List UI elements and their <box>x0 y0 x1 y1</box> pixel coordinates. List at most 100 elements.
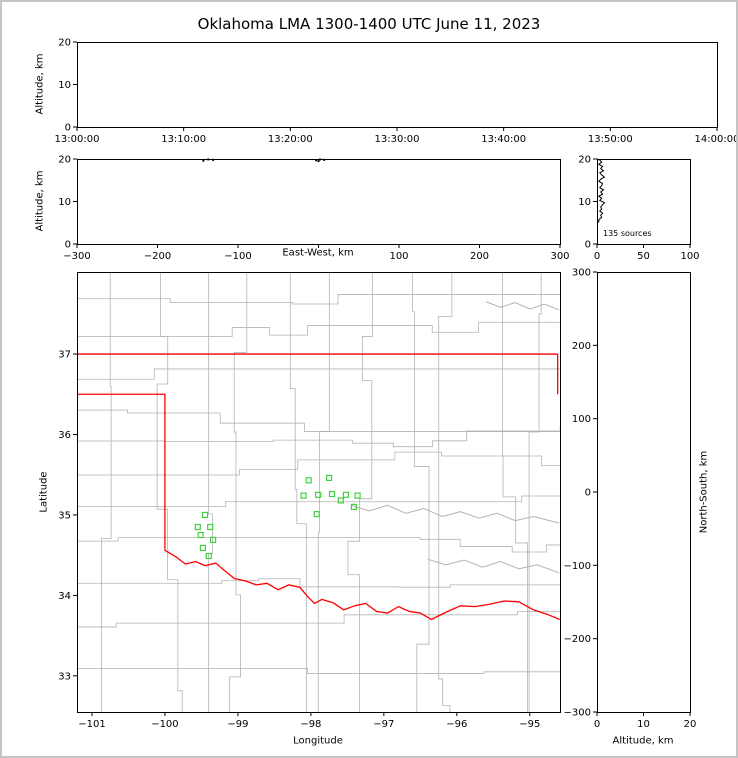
ns-panel-ylabel: North-South, km <box>698 450 710 534</box>
station-marker <box>201 511 209 519</box>
x-tick-label: 0 <box>594 251 600 262</box>
ew-panel-frame <box>77 159 561 245</box>
county-line <box>77 578 560 588</box>
x-tick-label: 100 <box>680 251 699 262</box>
station-marker <box>342 491 350 498</box>
county-line <box>347 272 373 712</box>
y-tick-label: 33 <box>58 671 71 682</box>
station-marker <box>354 492 361 499</box>
x-tick-label: −101 <box>78 719 105 730</box>
x-tick-label: 50 <box>637 251 650 262</box>
y-tick-label: 10 <box>578 197 591 208</box>
x-tick-label: −98 <box>300 719 321 730</box>
source-point <box>202 159 205 162</box>
x-tick-label: −300 <box>63 251 90 262</box>
station-marker <box>209 536 217 543</box>
x-tick-label: −96 <box>446 719 467 730</box>
county-line <box>77 321 560 337</box>
river-line <box>350 504 560 524</box>
county-line <box>101 272 112 712</box>
county-line <box>438 272 453 712</box>
y-tick-label: 35 <box>58 510 71 521</box>
county-line <box>77 430 560 448</box>
county-line <box>156 272 183 712</box>
y-tick-label: 20 <box>58 38 71 49</box>
county-line <box>77 611 560 628</box>
county-line <box>77 451 560 476</box>
y-tick-label: 34 <box>58 591 71 602</box>
station-marker <box>305 477 312 484</box>
histogram-line <box>596 158 606 224</box>
station-marker <box>205 552 212 560</box>
x-tick-label: −95 <box>519 719 540 730</box>
x-tick-label: 300 <box>550 251 569 262</box>
ew-panel-ylabel: Altitude, km <box>34 170 46 232</box>
map-ylabel: Latitude <box>38 471 50 513</box>
state-border <box>77 393 560 621</box>
map-xlabel: Longitude <box>293 735 343 747</box>
station-marker <box>199 544 206 552</box>
station-marker <box>313 511 320 518</box>
x-tick-label: 200 <box>470 251 489 262</box>
y-tick-label: 10 <box>58 197 71 208</box>
county-line <box>77 409 560 432</box>
y-tick-label: −100 <box>564 561 591 572</box>
station-marker <box>328 490 336 498</box>
river-line <box>427 558 560 574</box>
station-marker <box>315 491 322 498</box>
ns-panel-frame <box>597 272 691 713</box>
y-tick-label: 37 <box>58 350 71 361</box>
county-line <box>208 272 213 712</box>
station-marker <box>197 531 204 539</box>
source-point <box>315 159 318 162</box>
x-tick-label: 13:10:00 <box>161 134 206 145</box>
x-tick-label: 0 <box>594 719 600 730</box>
y-tick-label: 36 <box>58 430 71 441</box>
county-line <box>501 272 528 712</box>
station-marker <box>337 497 344 504</box>
county-line <box>77 667 560 674</box>
county-line <box>317 272 330 712</box>
x-tick-label: −99 <box>227 719 248 730</box>
y-tick-label: 300 <box>572 268 591 279</box>
station-marker <box>350 503 358 510</box>
x-tick-label: 20 <box>684 719 697 730</box>
x-tick-label: 13:30:00 <box>375 134 420 145</box>
y-tick-label: 20 <box>578 155 591 166</box>
x-tick-label: −97 <box>373 719 394 730</box>
county-line <box>229 272 248 712</box>
x-tick-label: −200 <box>144 251 171 262</box>
source-count-annotation: 135 sources <box>603 229 652 238</box>
y-tick-label: 20 <box>58 155 71 166</box>
ew-panel-xlabel: East-West, km <box>282 247 354 259</box>
river-line <box>485 301 560 311</box>
station-marker <box>300 492 307 499</box>
y-tick-label: 10 <box>58 80 71 91</box>
y-tick-label: −300 <box>564 708 591 719</box>
chart-title: Oklahoma LMA 1300-1400 UTC June 11, 2023 <box>197 15 541 33</box>
county-line <box>528 272 542 712</box>
time-panel-frame <box>77 42 718 128</box>
x-tick-label: 10 <box>637 719 650 730</box>
county-line <box>77 294 560 305</box>
county-line <box>77 537 560 553</box>
x-tick-label: 13:00:00 <box>55 134 100 145</box>
x-tick-label: 13:50:00 <box>588 134 633 145</box>
x-tick-label: 14:00:00 <box>695 134 738 145</box>
map-panel-frame <box>77 272 561 713</box>
y-tick-label: 0 <box>65 123 71 134</box>
x-tick-label: 100 <box>389 251 408 262</box>
x-tick-label: −100 <box>151 719 178 730</box>
county-line <box>77 495 560 508</box>
x-tick-label: 13:40:00 <box>481 134 526 145</box>
station-marker <box>326 474 333 482</box>
time-panel-ylabel: Altitude, km <box>34 53 46 115</box>
x-tick-label: −100 <box>224 251 251 262</box>
y-tick-label: 200 <box>572 341 591 352</box>
y-tick-label: −200 <box>564 634 591 645</box>
y-tick-label: 0 <box>65 240 71 251</box>
station-marker <box>207 523 214 531</box>
y-tick-label: 0 <box>585 240 591 251</box>
county-line <box>77 368 560 380</box>
